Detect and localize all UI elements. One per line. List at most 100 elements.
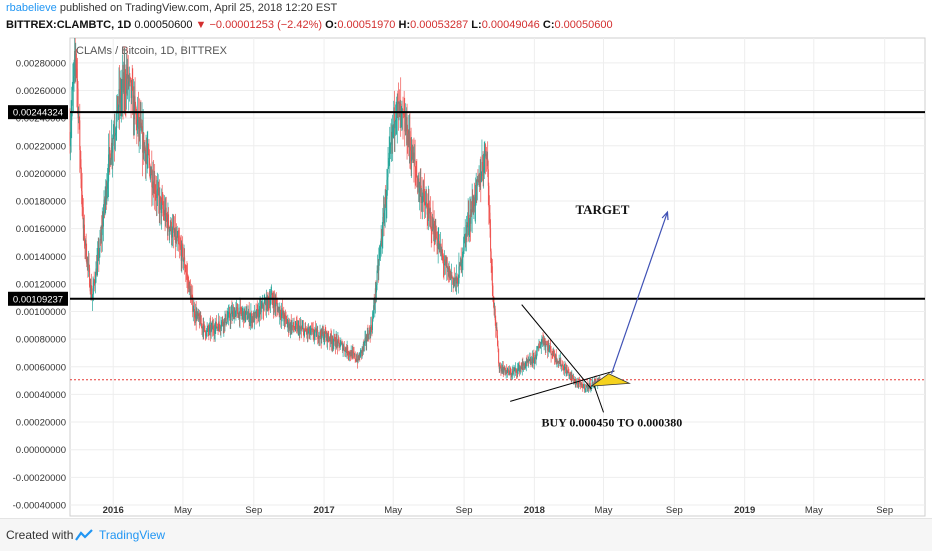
candle-body [361, 347, 363, 354]
candle [290, 314, 292, 335]
candle [171, 226, 173, 248]
candle [479, 172, 481, 192]
candle-body [327, 333, 329, 338]
candle [349, 349, 351, 358]
candle [138, 116, 140, 154]
candle-body [503, 369, 505, 373]
candle [494, 302, 496, 318]
candle-body [240, 307, 242, 313]
candle-body [480, 176, 482, 182]
candle-body [526, 361, 528, 363]
candle [97, 241, 99, 277]
candle [327, 333, 329, 350]
candle [411, 137, 413, 178]
candle-body [210, 324, 212, 333]
candle-body [108, 147, 110, 155]
candle [422, 192, 424, 220]
x-tick-label: 2018 [524, 505, 545, 516]
candle [113, 113, 115, 162]
candle-body [358, 355, 360, 359]
candle [536, 346, 538, 360]
candle [419, 181, 421, 211]
candle [286, 319, 288, 328]
candle [498, 361, 500, 373]
candle-body [364, 338, 366, 342]
candle [185, 264, 187, 283]
candle [403, 113, 405, 119]
candle [112, 134, 114, 178]
candle-body [249, 319, 251, 323]
candle [448, 263, 450, 283]
candle-body [546, 344, 548, 346]
candle-body [219, 328, 221, 329]
candle-body [139, 122, 141, 131]
candle-body [439, 244, 441, 245]
candle [542, 332, 544, 344]
candle [384, 204, 386, 227]
candle-body [260, 306, 262, 313]
candle [198, 312, 200, 321]
candle-body [286, 318, 288, 324]
candle-body [441, 251, 443, 255]
candle [300, 318, 302, 332]
candle-body [537, 346, 539, 349]
candle [583, 383, 585, 393]
candle-body [136, 118, 138, 128]
candle [253, 311, 255, 323]
candle-body [489, 212, 491, 229]
candle-body [160, 197, 162, 213]
candle-body [227, 312, 229, 318]
candle-body [165, 207, 167, 217]
candle [104, 196, 106, 219]
candle-body [136, 114, 138, 128]
candle [236, 299, 238, 317]
candle [192, 285, 194, 318]
candle [556, 357, 558, 368]
candle [468, 200, 470, 242]
candle [342, 341, 344, 354]
candle [260, 300, 262, 320]
candle [509, 365, 511, 376]
candle [541, 335, 543, 344]
candle [175, 227, 177, 247]
price-chart[interactable]: 0.002800000.002600000.002400000.00220000… [0, 0, 932, 518]
tradingview-brand-link[interactable]: TradingView [99, 528, 166, 542]
candle-body [203, 324, 205, 333]
candle [80, 151, 82, 189]
candle [318, 332, 320, 346]
candle [284, 310, 286, 328]
candle [146, 131, 148, 174]
candle [463, 236, 465, 258]
candle-body [475, 182, 477, 185]
candle [276, 297, 278, 316]
candle-body [199, 316, 201, 326]
candle-body [467, 222, 469, 228]
candle [448, 261, 450, 279]
x-tick-label: Sep [456, 505, 473, 516]
candle-body [542, 338, 544, 343]
candle-body [587, 384, 589, 389]
candle [183, 244, 185, 262]
candle-body [491, 260, 493, 267]
candle [389, 142, 391, 160]
author-link[interactable]: rbabelieve [6, 2, 57, 14]
candle [195, 301, 197, 331]
candle [335, 330, 337, 350]
candle [259, 298, 261, 327]
y-tick-label: 0.00120000 [16, 279, 66, 290]
candle-body [247, 315, 249, 319]
candle-body [211, 324, 213, 327]
close-label: C: [542, 19, 555, 31]
candle-body [255, 311, 257, 314]
candle [582, 383, 584, 392]
candle [438, 227, 440, 249]
candle-body [563, 369, 565, 371]
candle [180, 234, 182, 272]
candle [277, 302, 279, 313]
candle-body [117, 107, 119, 114]
candle-body [226, 322, 228, 324]
candle [240, 299, 242, 314]
candle-body [178, 243, 180, 245]
candle [143, 142, 145, 162]
candle [393, 90, 395, 152]
